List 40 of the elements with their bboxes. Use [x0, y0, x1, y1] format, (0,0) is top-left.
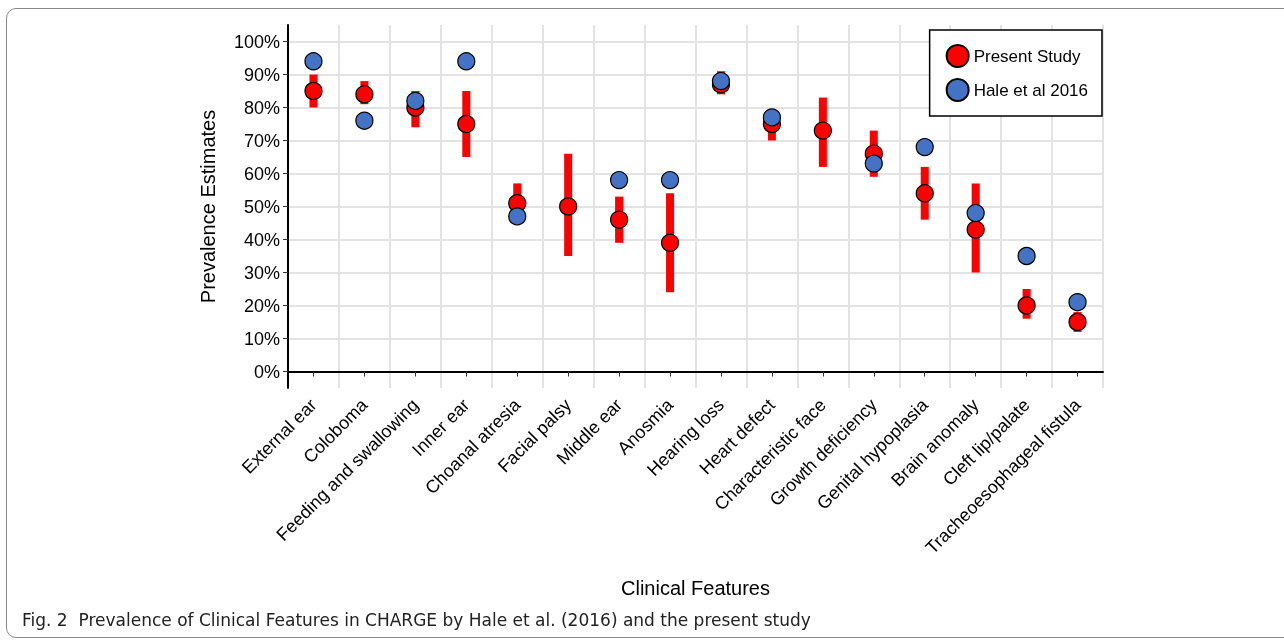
y-tick-label: 70% [243, 130, 280, 151]
y-axis-title: Prevalence Estimates [197, 109, 219, 304]
y-tick-label: 10% [243, 328, 280, 349]
point [406, 91, 425, 110]
point [864, 154, 883, 173]
point [355, 85, 374, 104]
point [660, 233, 680, 252]
x-axis-title: Clinical Features [621, 577, 770, 599]
point [966, 220, 985, 239]
point [1068, 312, 1087, 332]
point [1068, 293, 1087, 312]
legend-label: Hale et al 2016 [973, 80, 1089, 100]
y-tick-label: 20% [243, 295, 280, 316]
y-tick-label: 90% [243, 64, 280, 85]
point [966, 204, 985, 223]
y-tick-label: 40% [243, 229, 280, 250]
point [559, 197, 578, 216]
point [1017, 246, 1036, 266]
y-tick-label: 100% [233, 31, 280, 52]
point [457, 114, 476, 134]
point [915, 138, 934, 157]
point [610, 210, 629, 229]
point [915, 184, 934, 203]
y-tick-label: 0% [253, 361, 280, 382]
y-tick-label: 80% [243, 97, 280, 118]
y-tick-label: 50% [243, 196, 280, 217]
point [762, 108, 782, 127]
point [660, 171, 680, 190]
point [457, 52, 476, 71]
point [1017, 296, 1036, 315]
point [508, 207, 527, 226]
point [304, 52, 323, 71]
point [355, 111, 374, 130]
point [610, 171, 629, 190]
point [813, 121, 832, 140]
y-tick-label: 60% [243, 163, 280, 184]
caption: Fig. 2 Prevalence of Clinical Features in CHARGE by Hale et al. (2016) and the present study [22, 609, 811, 630]
y-tick-label: 30% [243, 262, 280, 283]
legend-label: Present Study [973, 46, 1081, 66]
point [304, 81, 323, 101]
